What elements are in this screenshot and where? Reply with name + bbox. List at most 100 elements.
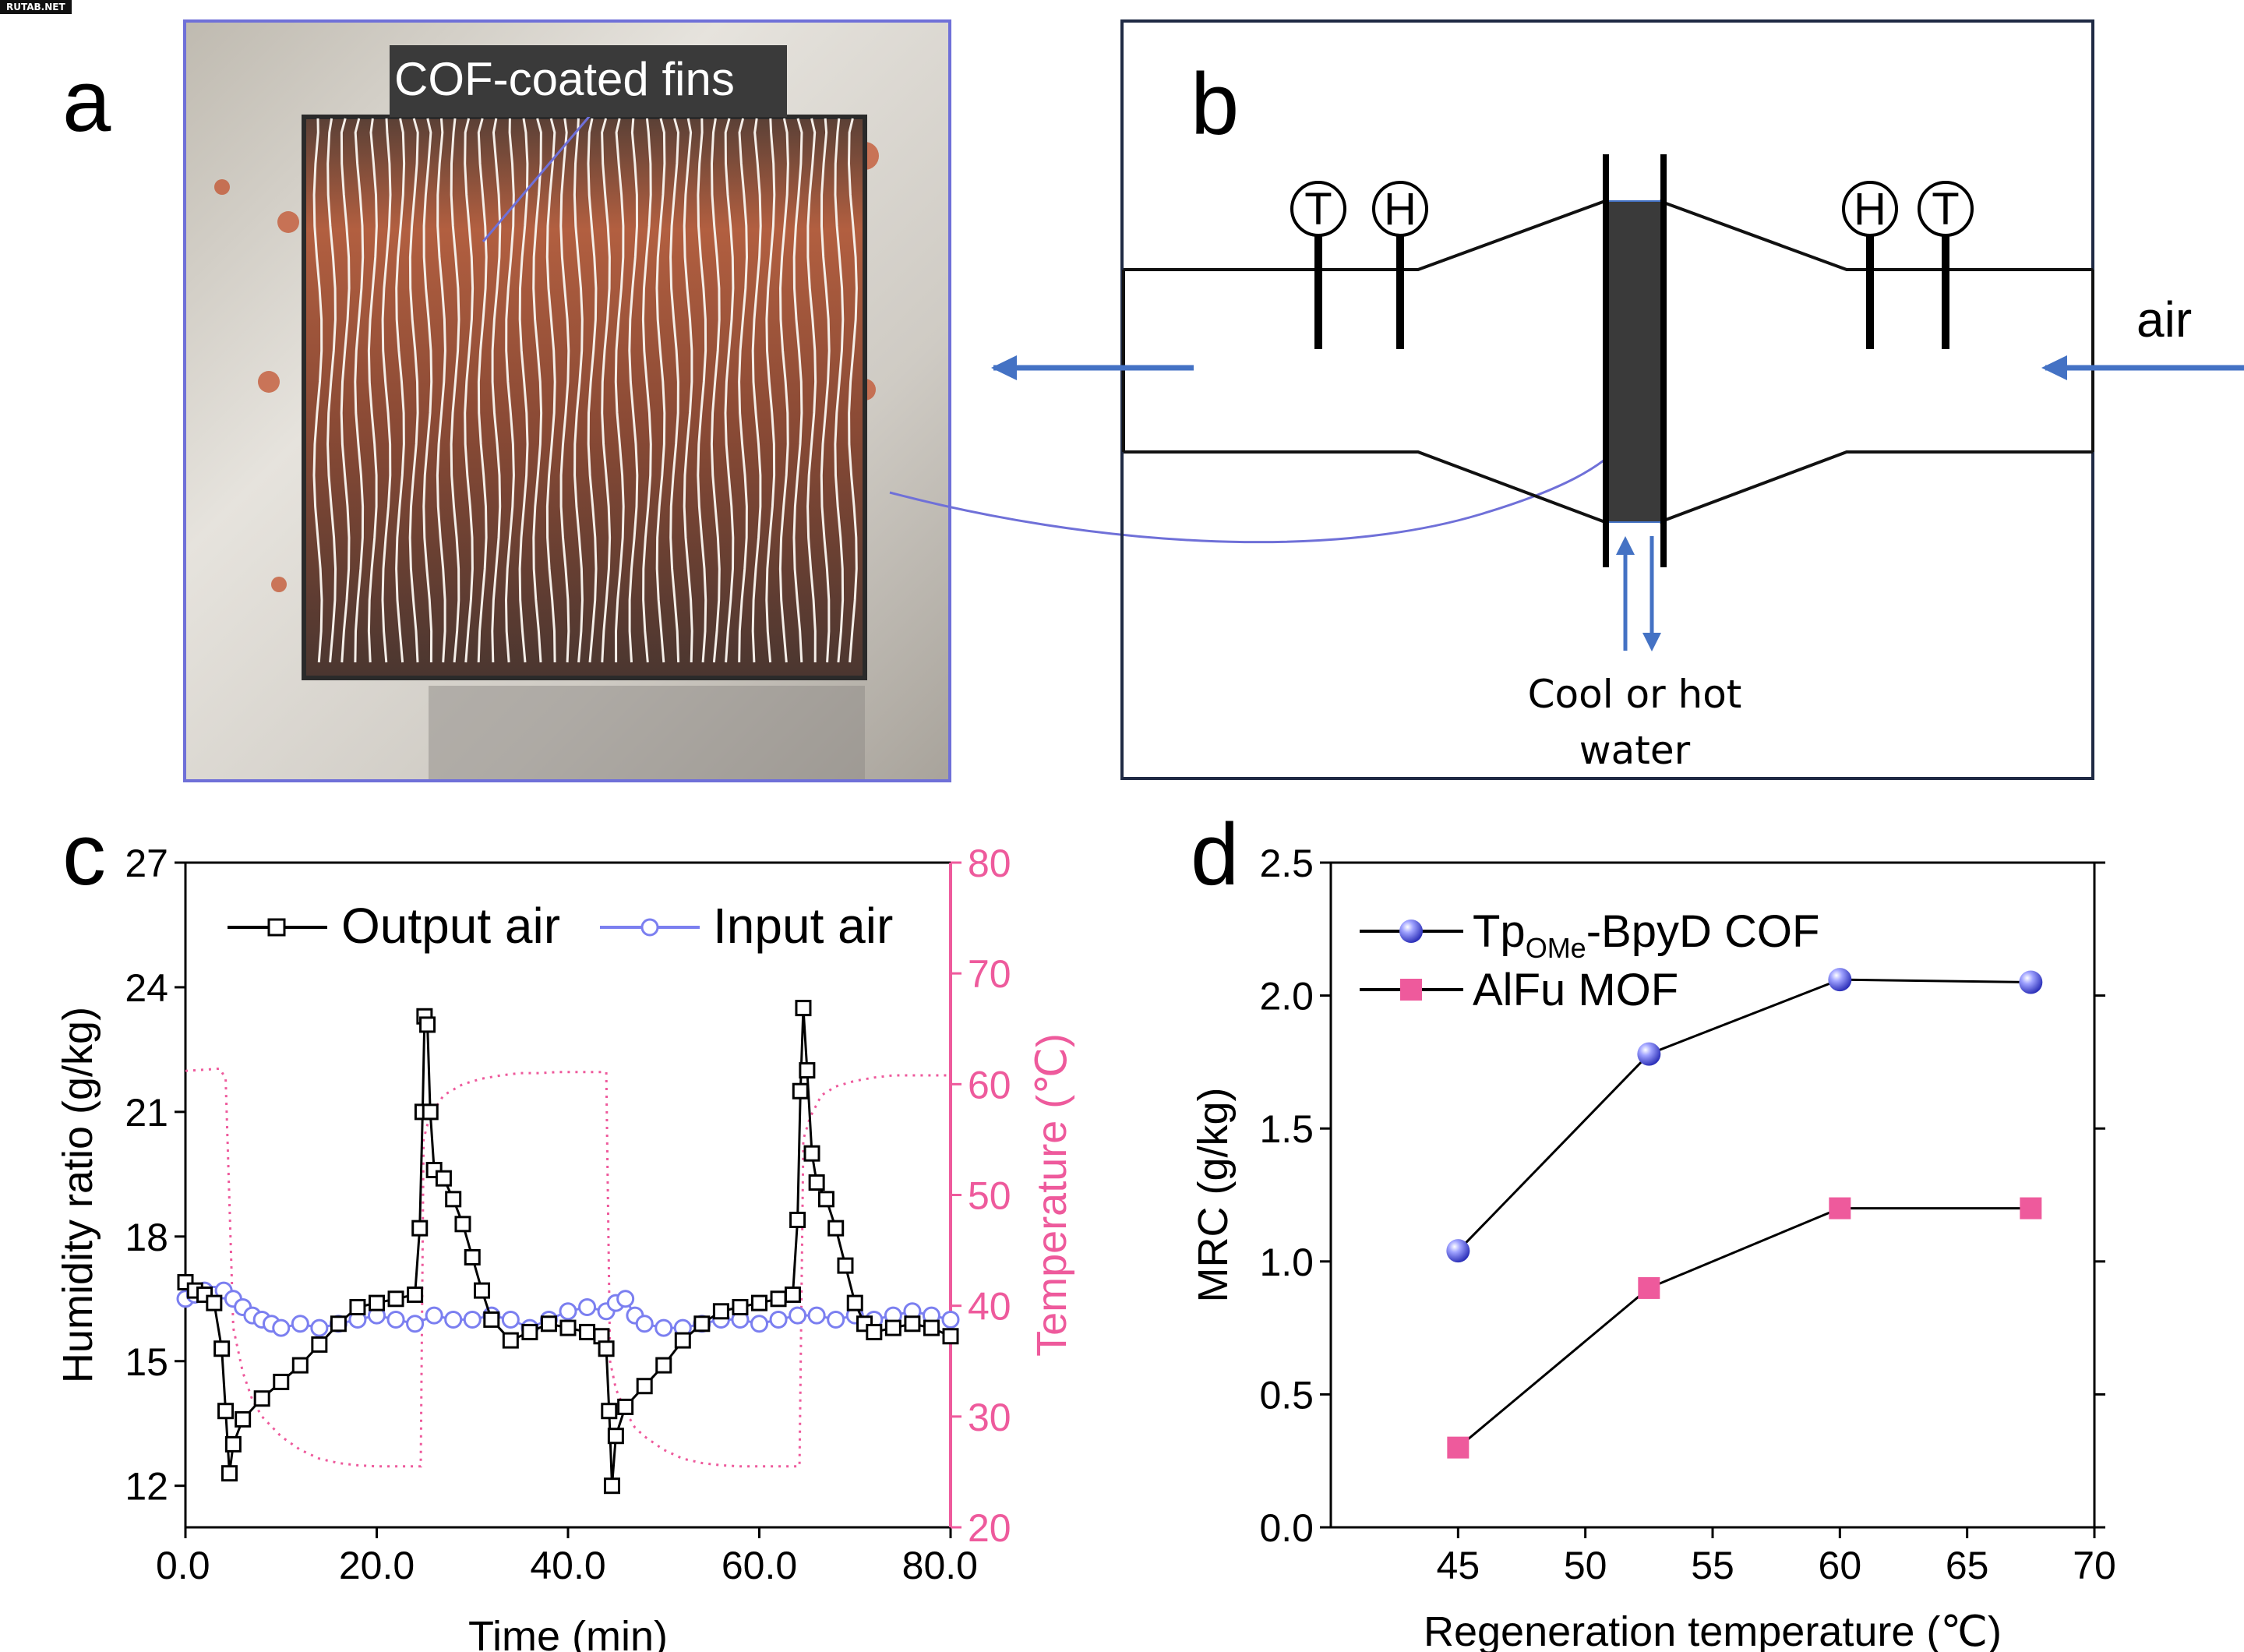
svg-text:T: T — [1932, 184, 1959, 235]
fin-line — [340, 118, 351, 663]
panel-c-letter: c — [62, 806, 106, 903]
callout-leader — [482, 112, 594, 242]
fin-line — [367, 118, 378, 663]
fin-line — [697, 118, 707, 663]
fin-line — [669, 118, 680, 663]
x-tick-label: 70 — [2073, 1544, 2116, 1587]
fin-line — [436, 118, 446, 663]
cof-point — [1828, 968, 1852, 992]
input-air-point — [807, 1306, 826, 1325]
output-air-point — [751, 1294, 767, 1311]
chart-c-plot: 0.0 20.0 40.0 60.0 80.0 12 15 18 21 24 27 20 30 40 50 6… — [55, 842, 1075, 1652]
y-tick-label: 27 — [125, 842, 168, 885]
series-cof-line — [1457, 978, 2031, 1252]
output-air-point — [617, 1398, 634, 1415]
legend-input-marker — [640, 918, 659, 937]
fin-line — [710, 118, 721, 663]
legend-mof-label: AlFu MOF — [1473, 965, 1678, 1015]
x-axis-title: Time (min) — [468, 1613, 668, 1652]
output-air-point — [607, 1428, 624, 1445]
air-inlet-arrowhead — [2041, 355, 2067, 380]
output-air-point — [817, 1191, 834, 1208]
panel-b: b T H H T — [991, 19, 2244, 780]
svg-text:H: H — [1854, 184, 1886, 235]
legend-cof-label: TpOMe-BpyD COF — [1473, 906, 1819, 964]
output-air-point — [483, 1311, 500, 1328]
fin-line — [464, 118, 475, 663]
fin-line — [847, 118, 858, 663]
output-air-point — [923, 1319, 940, 1336]
fin-line — [655, 118, 666, 663]
y2-tick-label: 60 — [968, 1063, 1011, 1107]
mof-point — [2020, 1197, 2042, 1220]
series-mof-line — [1457, 1207, 2031, 1449]
input-air-point — [635, 1315, 654, 1333]
fin-line — [724, 118, 735, 663]
input-air-point — [425, 1306, 443, 1325]
legend-mof-marker — [1400, 979, 1422, 1001]
input-air-point — [789, 1306, 807, 1325]
fin-line — [477, 118, 488, 663]
legend-output-marker — [267, 918, 286, 937]
output-air-point — [502, 1332, 519, 1349]
y-axis-title: Humidity ratio (g/kg) — [55, 1007, 101, 1383]
input-air-point — [941, 1310, 960, 1329]
panel-d-letter: d — [1191, 806, 1239, 903]
cof-point — [2019, 970, 2043, 994]
fin-line — [683, 118, 693, 663]
output-air-point — [884, 1319, 901, 1336]
fin-line — [628, 118, 639, 663]
connector-curve — [889, 436, 1630, 544]
legend-output-label: Output air — [341, 898, 560, 954]
fin-line — [381, 118, 392, 663]
input-air-point — [501, 1310, 520, 1329]
output-air-point — [411, 1220, 429, 1237]
mof-point — [1447, 1436, 1470, 1459]
legend-cof-marker — [1399, 920, 1423, 943]
panel-b-letter: b — [1191, 55, 1239, 153]
water-label-line1: Cool or hot — [1528, 672, 1742, 717]
y-tick-label: 2.0 — [1259, 975, 1314, 1018]
fin-line — [354, 118, 365, 663]
output-air-point — [540, 1315, 557, 1333]
output-air-point — [904, 1315, 921, 1333]
series-output-air-line — [185, 1008, 951, 1486]
output-air-point — [799, 1062, 816, 1079]
x-tick-label: 60 — [1819, 1544, 1862, 1587]
input-air-point — [616, 1290, 635, 1308]
fin-line — [641, 118, 652, 663]
output-air-point — [221, 1465, 238, 1482]
output-air-point — [942, 1328, 959, 1345]
y-tick-label: 0.5 — [1259, 1373, 1314, 1417]
y2-tick-label: 70 — [968, 952, 1011, 996]
fin-line — [395, 118, 406, 663]
output-air-point — [349, 1298, 366, 1315]
output-air-point — [369, 1294, 385, 1311]
output-air-point — [435, 1170, 452, 1187]
output-air-point — [235, 1410, 252, 1428]
input-air-point — [272, 1318, 291, 1337]
y2-tick-label: 20 — [968, 1506, 1011, 1550]
water-in-arrowhead — [1616, 536, 1635, 555]
fin-line — [491, 118, 502, 663]
output-air-point — [770, 1290, 787, 1308]
fin-line — [450, 118, 460, 663]
mof-point — [1829, 1197, 1851, 1220]
legend-input-label: Input air — [713, 898, 893, 954]
output-air-point — [387, 1290, 404, 1308]
output-air-point — [598, 1340, 615, 1357]
fin-line — [545, 118, 556, 663]
y-tick-label: 0.0 — [1259, 1506, 1314, 1550]
output-air-point — [601, 1403, 618, 1420]
input-air-point — [291, 1315, 309, 1333]
input-air-point — [750, 1315, 768, 1333]
fin-line — [408, 118, 419, 663]
y2-tick-label: 40 — [968, 1285, 1011, 1329]
chart-d-plot: 45 50 55 60 65 70 0.0 0.5 1.0 1.5 2.0 2.5 Regenerati… — [1190, 842, 2116, 1652]
x-tick-label: 60.0 — [722, 1544, 797, 1587]
fin-line — [820, 118, 831, 663]
air-outlet-arrowhead — [991, 355, 1017, 380]
fin-line — [326, 118, 337, 663]
fin-line — [422, 118, 433, 663]
